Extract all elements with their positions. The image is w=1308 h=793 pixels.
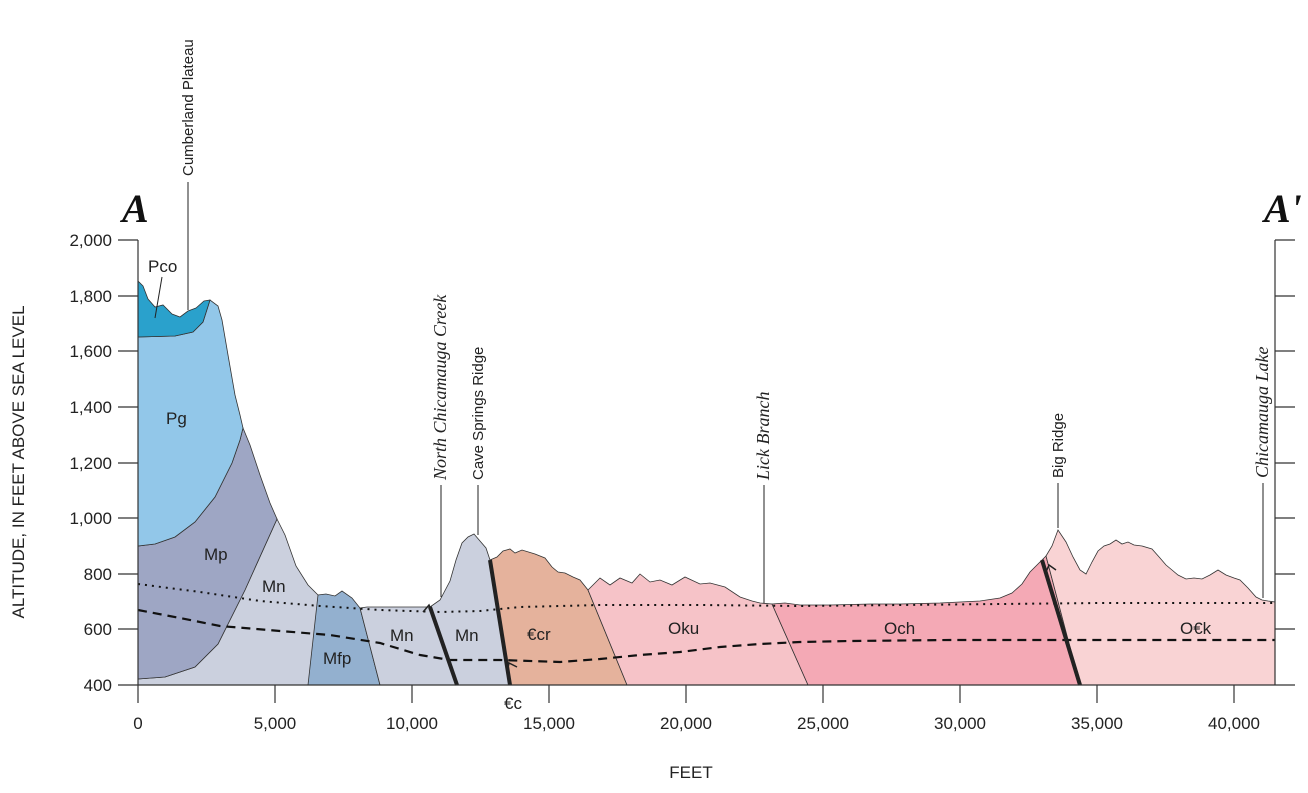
unit-label-oek: O€k — [1180, 619, 1212, 638]
place-big-ridge: Big Ridge — [1050, 413, 1067, 478]
x-tick-label: 15,000 — [523, 714, 575, 733]
x-tick-label: 0 — [133, 714, 142, 733]
unit-label-mn: Mn — [262, 577, 286, 596]
y-tick-label: 2,000 — [69, 231, 112, 250]
unit-label-mfp: Mfp — [323, 649, 351, 668]
y-tick-label: 1,200 — [69, 454, 112, 473]
place-chicamauga-lake: Chicamauga Lake — [1252, 347, 1272, 478]
x-tick-label: 5,000 — [254, 714, 297, 733]
unit-label-och: Och — [884, 619, 915, 638]
fault-arrow — [422, 603, 434, 615]
y-tick-label: 400 — [84, 676, 112, 695]
faults — [422, 559, 1082, 686]
unit-oku-area — [587, 573, 809, 686]
x-tick-label: 40,000 — [1208, 714, 1260, 733]
geologic-units — [137, 280, 1276, 686]
y-tick-label: 1,800 — [69, 287, 112, 306]
y-tick-label: 1,000 — [69, 509, 112, 528]
unit-label-ecr: €cr — [527, 625, 551, 644]
x-tick-label: 10,000 — [386, 714, 438, 733]
x-axis-title: FEET — [669, 763, 712, 782]
unit-label-mn-ridge: Mn — [455, 626, 479, 645]
y-tick-label: 1,400 — [69, 398, 112, 417]
x-tick-labels: 0 5,000 10,000 15,000 20,000 25,000 30,0… — [133, 714, 1260, 733]
unit-oek-area — [1045, 529, 1276, 686]
unit-label-ec: €c — [504, 694, 522, 713]
fault-line — [488, 559, 512, 686]
section-end-left-label: A — [119, 186, 149, 231]
place-lick-branch: Lick Branch — [753, 392, 773, 481]
y-axis-title: ALTITUDE, IN FEET ABOVE SEA LEVEL — [9, 305, 28, 618]
place-cumberland-plateau: Cumberland Plateau — [180, 39, 197, 176]
unit-pco-area — [137, 280, 211, 338]
y-tick-label: 600 — [84, 620, 112, 639]
fault-arrow — [506, 661, 518, 673]
place-cave-springs-ridge: Cave Springs Ridge — [470, 347, 487, 480]
axes — [118, 239, 1295, 703]
section-end-right-label: A' — [1261, 186, 1302, 231]
unit-label-mn-mid: Mn — [390, 626, 414, 645]
fault-line — [1040, 559, 1082, 686]
x-tick-label: 20,000 — [660, 714, 712, 733]
dashed-water-level — [137, 608, 1275, 664]
place-north-chicamauga-creek: North Chicamauga Creek — [430, 294, 450, 481]
unit-label-pco: Pco — [148, 257, 177, 276]
y-tick-label: 800 — [84, 565, 112, 584]
x-tick-label: 35,000 — [1071, 714, 1123, 733]
y-tick-label: 1,600 — [69, 342, 112, 361]
fault-line — [428, 606, 459, 686]
unit-label-oku: Oku — [668, 619, 699, 638]
unit-label-pg: Pg — [166, 409, 187, 428]
unit-label-mp: Mp — [204, 545, 228, 564]
x-tick-label: 25,000 — [797, 714, 849, 733]
place-leaders — [187, 182, 1264, 603]
fault-arrow — [1045, 563, 1057, 573]
unit-och-area — [771, 555, 1081, 686]
x-tick-label: 30,000 — [934, 714, 986, 733]
y-tick-labels: 2,000 1,800 1,600 1,400 1,200 1,000 800 … — [69, 231, 112, 695]
pco-leader — [154, 276, 163, 319]
